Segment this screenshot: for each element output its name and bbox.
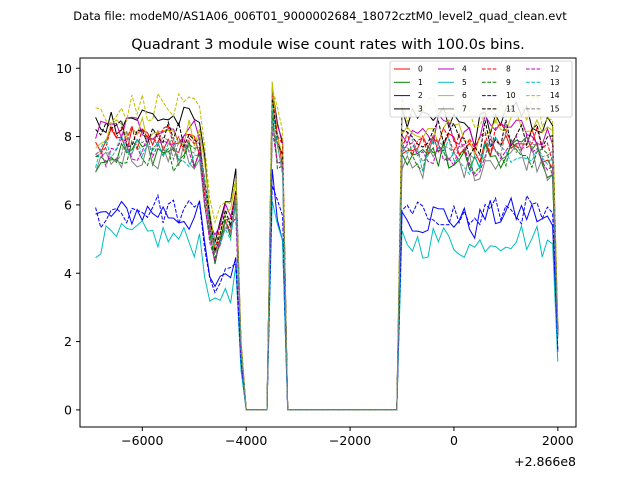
series-line-7 (95, 114, 559, 411)
plot-frame (79, 57, 577, 428)
legend-label-15: 15 (550, 104, 560, 113)
x-tick-label: 2000 (542, 433, 574, 448)
y-tick-label: 0 (64, 402, 72, 417)
series-line-13 (95, 105, 559, 411)
series-line-0 (95, 111, 559, 411)
chart-suptitle: Data file: modeM0/AS1A06_006T01_90000026… (73, 9, 567, 23)
y-tick-label: 10 (56, 61, 72, 76)
series-line-8 (95, 95, 559, 411)
y-tick-label: 4 (64, 266, 72, 281)
chart-title: Quadrant 3 module wise count rates with … (131, 37, 525, 53)
legend-label-0: 0 (418, 65, 423, 74)
legend-frame (389, 60, 573, 118)
legend-label-9: 9 (506, 78, 511, 87)
legend-label-10: 10 (506, 91, 516, 100)
legend-label-8: 8 (506, 65, 511, 74)
legend-label-13: 13 (550, 78, 560, 87)
series-line-9 (95, 108, 559, 411)
x-tick-label: −4000 (225, 433, 267, 448)
legend-label-6: 6 (462, 91, 467, 100)
legend-label-7: 7 (462, 104, 467, 113)
legend-label-2: 2 (418, 91, 423, 100)
legend-label-5: 5 (462, 78, 467, 87)
legend-label-11: 11 (506, 104, 516, 113)
series-line-2 (95, 169, 559, 411)
legend-label-12: 12 (550, 65, 560, 74)
legend-label-3: 3 (418, 104, 423, 113)
legend-label-1: 1 (418, 78, 423, 87)
y-tick-label: 2 (64, 334, 72, 349)
series-line-6 (95, 81, 559, 411)
x-offset-label: +2.866e8 (514, 454, 576, 469)
series-line-15 (95, 127, 559, 411)
y-tick-label: 6 (64, 197, 72, 212)
y-tick-label: 8 (64, 129, 72, 144)
series-line-10 (95, 185, 559, 411)
x-tick-label: −2000 (329, 433, 371, 448)
x-tick-label: −6000 (121, 433, 163, 448)
series-line-1 (95, 126, 559, 411)
series-line-5 (95, 200, 559, 411)
series-line-14 (95, 87, 559, 411)
legend-label-14: 14 (550, 91, 560, 100)
series-line-12 (95, 129, 559, 411)
x-tick-label: 0 (450, 433, 458, 448)
legend-label-4: 4 (462, 65, 467, 74)
